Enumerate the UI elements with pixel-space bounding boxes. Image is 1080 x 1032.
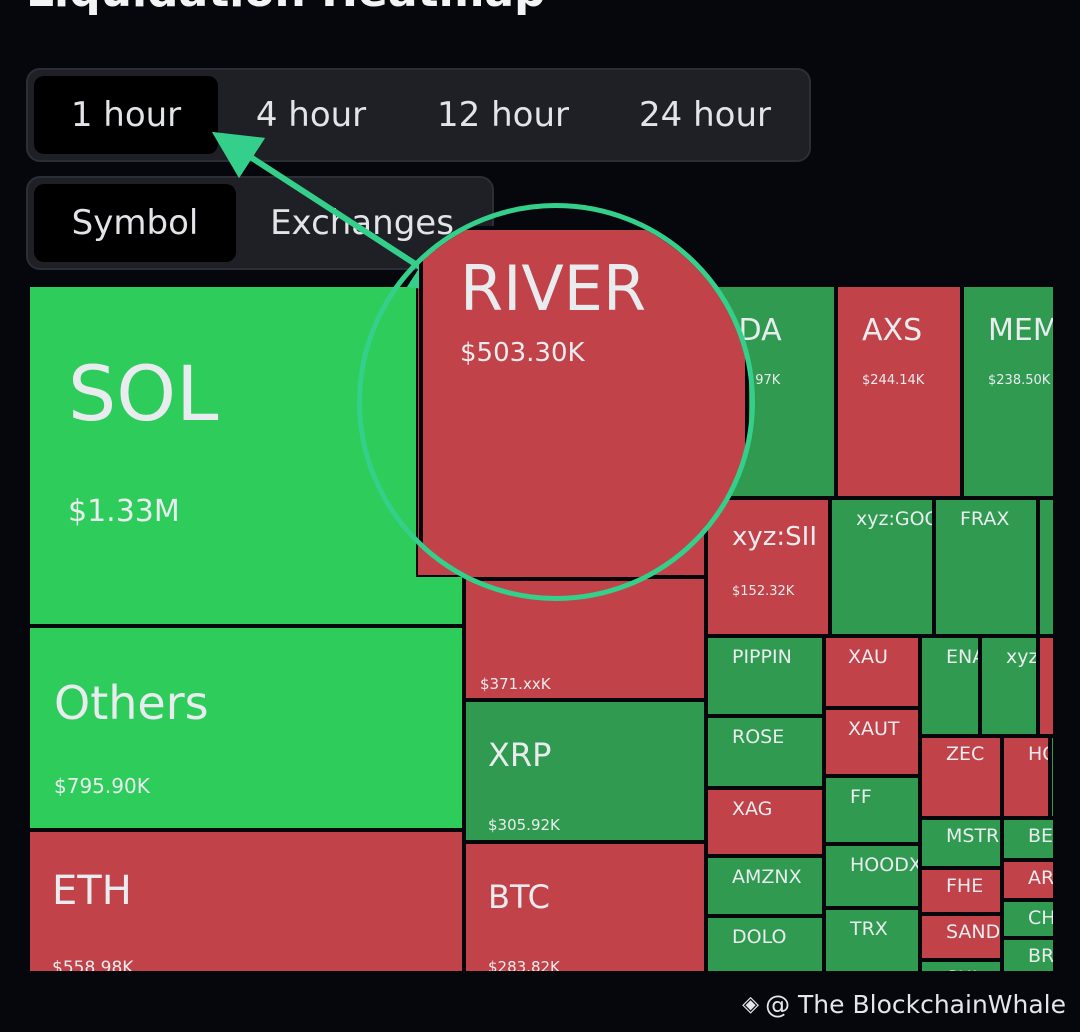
heatmap-tile-btc-6[interactable]: BTC $283.82K (464, 842, 706, 973)
zoom-symbol: RIVER (460, 252, 647, 325)
heatmap-tile-trx-35[interactable]: TRX (824, 908, 920, 973)
tile-symbol: ENA (946, 646, 978, 668)
heatmap-tile-ho-22[interactable]: HO (1002, 736, 1050, 818)
heatmap-tile-xyz-goo-11[interactable]: xyz:GOO (830, 498, 934, 636)
heatmap-tile-mstr-26[interactable]: MSTR (920, 818, 1002, 868)
time-range-tabs: 1 hour 4 hour 12 hour 24 hour (26, 68, 811, 162)
heatmap-tile-rose-19[interactable]: ROSE (706, 716, 824, 788)
tile-symbol: SOL (68, 349, 219, 438)
tile-symbol: DOLO (732, 926, 787, 948)
heatmap-tile-fhe-30[interactable]: FHE (920, 868, 1002, 914)
tile-symbol: HOODX (850, 854, 920, 876)
tile-value: $152.32K (732, 584, 795, 599)
tile-symbol: FRAX (960, 508, 1010, 530)
watermark: ◈ @ The BlockchainWhale (742, 990, 1066, 1019)
tile-symbol: XRP (488, 736, 552, 774)
tile-symbol: FF (850, 786, 872, 808)
heatmap-tile-pippin-14[interactable]: PIPPIN (706, 636, 824, 716)
zoom-lens: RIVER $503.30K (357, 203, 755, 601)
tile-symbol: AR (1028, 867, 1055, 889)
heatmap-tile-xag-24[interactable]: XAG (706, 788, 824, 856)
tile-symbol: FHE (946, 875, 984, 897)
tile-symbol: BE (1028, 825, 1054, 847)
binance-icon: ◈ (742, 992, 760, 1017)
liquidation-heatmap: SOL$1.33MOthers$795.90KETH$558.98KRIVER$… (28, 285, 1055, 973)
heatmap-tile-unnamed-13[interactable] (1038, 498, 1055, 636)
heatmap-tile-others-1[interactable]: Others $795.90K (28, 626, 464, 830)
heatmap-tile-ar-31[interactable]: AR (1002, 860, 1055, 900)
watermark-text: @ The BlockchainWhale (765, 990, 1066, 1019)
tile-value: $244.14K (862, 373, 925, 388)
heatmap-tile-sand-32[interactable]: SAND (920, 914, 1002, 960)
tile-symbol: XAUT (848, 718, 900, 740)
heatmap-tile-xau-15[interactable]: XAU (824, 636, 920, 708)
tile-symbol: XAG (732, 798, 773, 820)
tile-symbol: AXS (862, 313, 923, 348)
tile-value: $795.90K (54, 774, 150, 798)
tab-1-hour[interactable]: 1 hour (34, 76, 218, 154)
tile-symbol: xyz:GOO (856, 508, 934, 530)
tile-symbol: TRX (850, 918, 888, 940)
heatmap-tile-axs-8[interactable]: AXS $244.14K (836, 285, 962, 498)
tile-symbol: CH (1028, 907, 1055, 929)
tile-symbol: ETH (52, 868, 132, 914)
heatmap-tile-be-27[interactable]: BE (1002, 818, 1055, 860)
heatmap-tile-ff-25[interactable]: FF (824, 776, 920, 844)
tile-symbol: PIPPIN (732, 646, 792, 668)
tile-symbol: Others (54, 676, 209, 730)
page-title: Liquidation Heatmap (26, 0, 546, 17)
tile-value: $371.xxK (480, 675, 551, 693)
heatmap-tile-ena-16[interactable]: ENA (920, 636, 980, 736)
heatmap-tile-unnamed-23[interactable] (1050, 736, 1055, 818)
heatmap-tile-frax-12[interactable]: FRAX (934, 498, 1038, 636)
heatmap-tile-dolo-34[interactable]: DOLO (706, 916, 824, 973)
tile-symbol: xyz (1006, 646, 1038, 668)
zoom-tile-river[interactable]: RIVER $503.30K (419, 226, 749, 581)
tile-value: $283.82K (488, 958, 560, 973)
tile-symbol: SAND (946, 921, 1001, 943)
heatmap-tile-mem-9[interactable]: MEM $238.50K (962, 285, 1055, 498)
tile-value: $238.50K (988, 373, 1051, 388)
heatmap-tile-unnamed-18[interactable] (1038, 636, 1055, 736)
tab-symbol[interactable]: Symbol (34, 184, 236, 262)
tile-symbol: SUI (946, 967, 978, 971)
tile-symbol: XAU (848, 646, 888, 668)
tab-12-hour[interactable]: 12 hour (437, 95, 569, 135)
heatmap-tile-hoodx-29[interactable]: HOODX (824, 844, 920, 908)
tile-symbol: MEM (988, 313, 1055, 348)
heatmap-tile-sui-36[interactable]: SUI (920, 960, 1002, 973)
tab-24-hour[interactable]: 24 hour (639, 95, 771, 135)
tile-symbol: HO (1028, 743, 1048, 765)
tile-symbol: ZEC (946, 743, 985, 765)
tile-symbol: ROSE (732, 726, 785, 748)
heatmap-tile-zec-21[interactable]: ZEC (920, 736, 1002, 818)
tile-symbol: AMZNX (732, 866, 802, 888)
zoom-value: $503.30K (460, 338, 585, 368)
heatmap-tile-br-37[interactable]: BR (1002, 938, 1055, 973)
heatmap-tile-amznx-28[interactable]: AMZNX (706, 856, 824, 916)
tile-symbol: BTC (488, 878, 550, 916)
heatmap-tile-xaut-20[interactable]: XAUT (824, 708, 920, 776)
heatmap-tile-ch-33[interactable]: CH (1002, 900, 1055, 938)
heatmap-tile-xyz-17[interactable]: xyz (980, 636, 1038, 736)
tile-symbol: BR (1028, 945, 1055, 967)
tile-symbol: MSTR (946, 825, 1000, 847)
tile-value: $558.98K (52, 958, 134, 973)
tile-value: $305.92K (488, 816, 560, 834)
tile-value: $1.33M (68, 494, 180, 529)
heatmap-tile-xrp-5[interactable]: XRP $305.92K (464, 700, 706, 842)
tab-4-hour[interactable]: 4 hour (255, 95, 367, 135)
heatmap-tile-eth-2[interactable]: ETH $558.98K (28, 830, 464, 973)
